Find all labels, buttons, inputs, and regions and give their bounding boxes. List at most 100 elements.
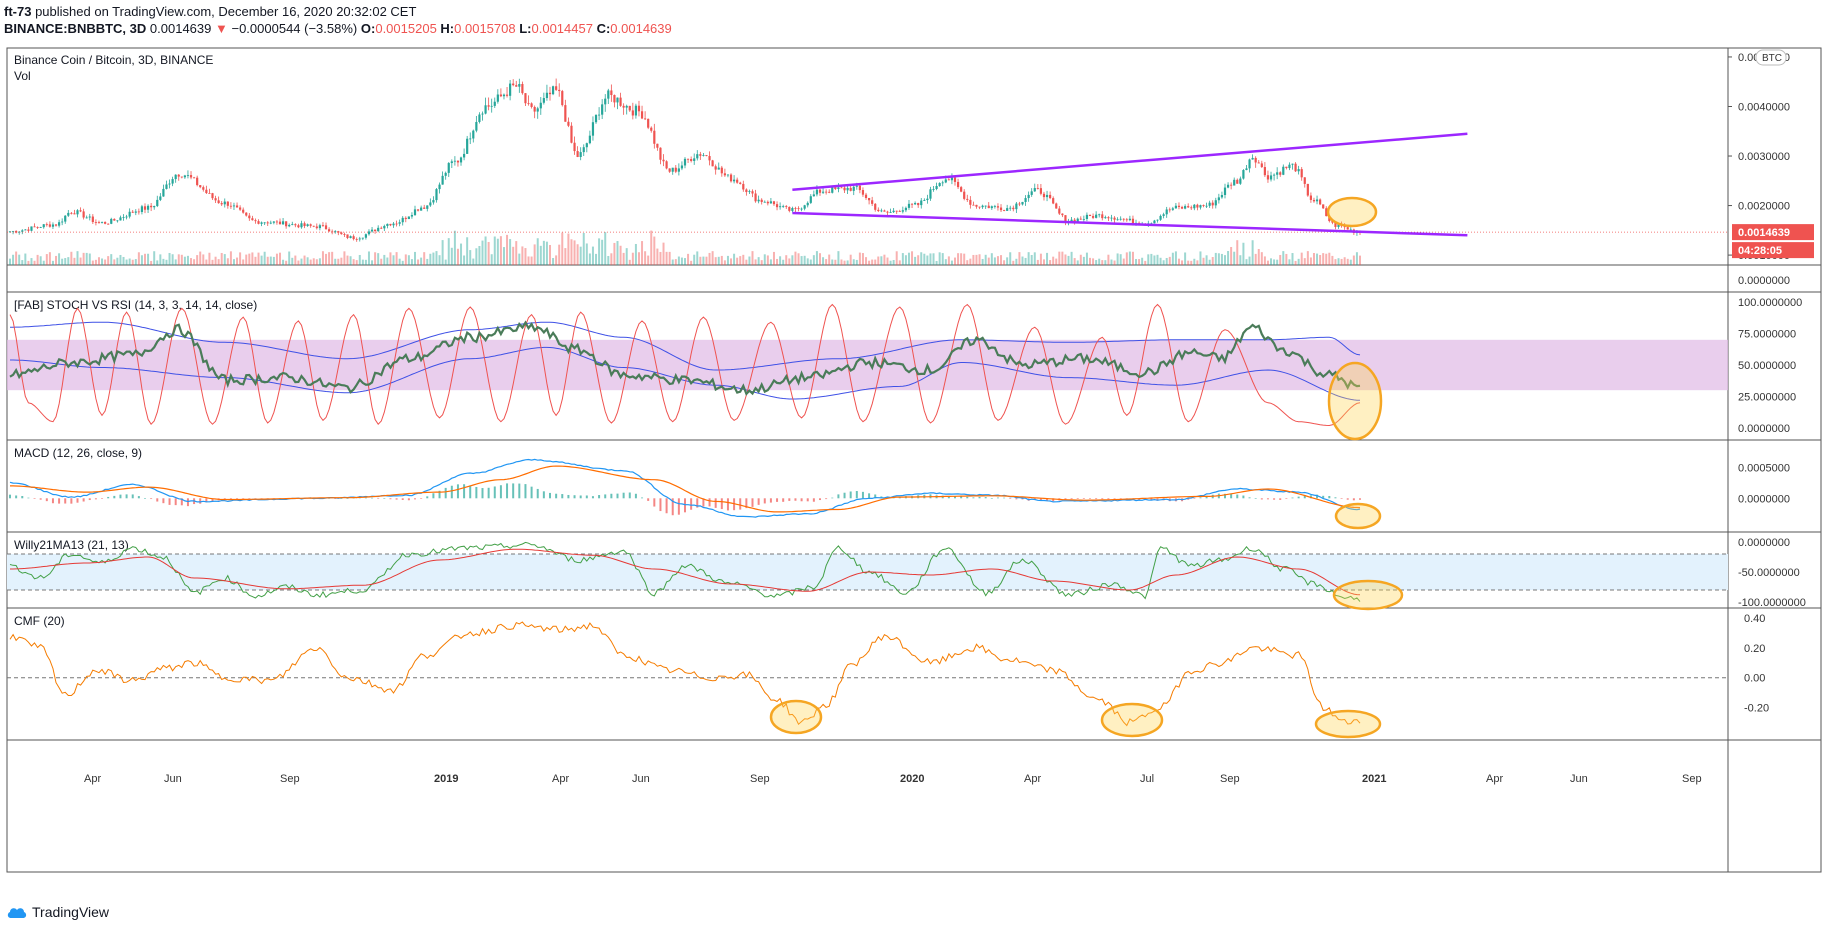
macd-histogram-bar xyxy=(364,497,367,499)
cmf-highlight-circle-2[interactable] xyxy=(1100,702,1164,738)
volume-bar xyxy=(441,240,444,265)
candle-body xyxy=(367,231,371,235)
macd-histogram-bar xyxy=(1076,498,1079,500)
candle-body xyxy=(668,168,671,172)
candle-body xyxy=(272,221,275,223)
macd-histogram-bar xyxy=(524,484,527,499)
macd-highlight-circle[interactable] xyxy=(1334,502,1382,530)
tradingview-logo[interactable]: TradingView xyxy=(6,904,109,920)
candle-body xyxy=(232,205,236,207)
macd-histogram-bar xyxy=(1156,498,1159,501)
candle-body xyxy=(441,175,444,185)
volume-bar xyxy=(104,259,107,265)
volume-bar xyxy=(282,259,285,265)
candle-body xyxy=(1337,224,1340,227)
macd-histogram-bar xyxy=(726,498,729,511)
volume-bar xyxy=(1260,252,1263,265)
stoch-highlight-circle[interactable] xyxy=(1327,361,1383,441)
candle-body xyxy=(521,83,524,94)
volume-bar xyxy=(239,252,242,265)
volume-bar xyxy=(585,243,588,265)
candle-body xyxy=(536,108,539,112)
volume-bar xyxy=(232,259,235,265)
volume-bar xyxy=(843,260,846,265)
candle-body xyxy=(297,225,300,228)
volume-bar xyxy=(438,255,441,265)
volume-bar xyxy=(1070,251,1073,265)
volume-bar xyxy=(1300,252,1303,265)
candle-body xyxy=(306,224,309,227)
volume-bar xyxy=(610,253,613,265)
candle-body xyxy=(843,187,846,191)
volume-bar xyxy=(1349,259,1352,265)
volume-bar xyxy=(1312,253,1315,265)
candle-body xyxy=(950,177,954,181)
candle-body xyxy=(416,209,420,211)
price-highlight-circle[interactable] xyxy=(1326,196,1378,228)
volume-bar xyxy=(27,260,30,265)
volume-bar xyxy=(708,252,711,265)
candle-body xyxy=(1012,207,1015,210)
trendline-lower[interactable] xyxy=(792,211,1468,237)
candle-body xyxy=(340,232,343,235)
macd-histogram-bar xyxy=(751,498,754,507)
last-price-box xyxy=(1732,224,1814,241)
candle-body xyxy=(926,198,929,201)
candle-body xyxy=(990,206,993,209)
volume-bar xyxy=(757,257,760,265)
cmf-highlight-circle-1[interactable] xyxy=(769,699,823,735)
macd-histogram-bar xyxy=(1199,497,1202,499)
candle-body xyxy=(303,223,306,227)
volume-bar xyxy=(355,260,358,265)
candle-body xyxy=(162,188,165,197)
candle-body xyxy=(226,201,229,206)
candle-body xyxy=(1282,166,1285,175)
candle-body xyxy=(545,92,549,99)
macd-histogram-bar xyxy=(972,497,975,499)
volume-bar xyxy=(530,256,533,265)
candle-body xyxy=(613,95,616,103)
candle-body xyxy=(1303,177,1306,184)
volume-bar xyxy=(564,248,567,265)
macd-histogram-bar xyxy=(1254,498,1257,499)
candle-body xyxy=(1036,188,1039,189)
candle-body xyxy=(150,205,153,208)
volume-bar xyxy=(456,248,459,265)
x-tick-label: 2019 xyxy=(434,773,458,785)
stoch-tick-label: 25.0000000 xyxy=(1738,392,1796,404)
cmf-highlight-circle-3[interactable] xyxy=(1314,709,1382,739)
macd-histogram-bar xyxy=(39,498,42,500)
macd-histogram-bar xyxy=(1150,498,1153,501)
volume-bar xyxy=(205,259,208,265)
macd-signal-line xyxy=(10,465,1361,513)
candle-body xyxy=(189,175,193,178)
candle-body xyxy=(1030,191,1033,195)
volume-bar xyxy=(601,239,604,265)
publisher-name[interactable]: ft-73 xyxy=(4,4,32,19)
willy-highlight-circle[interactable] xyxy=(1332,579,1404,611)
volume-bar xyxy=(935,260,938,265)
candle-body xyxy=(395,223,398,225)
candle-body xyxy=(205,189,208,194)
candle-body xyxy=(1257,162,1260,164)
volume-bar xyxy=(435,251,438,265)
candle-body xyxy=(904,207,908,211)
macd-histogram-bar xyxy=(684,498,686,513)
volume-bar xyxy=(162,258,165,265)
candle-body xyxy=(21,230,24,232)
candle-body xyxy=(1052,198,1055,204)
volume-bar xyxy=(858,252,861,265)
volume-bar xyxy=(518,253,521,265)
candle-body xyxy=(766,201,769,204)
volume-bar xyxy=(242,259,245,265)
chart-canvas[interactable]: 0.00500000.00400000.00300000.00200000.00… xyxy=(0,40,1828,900)
trendline-upper[interactable] xyxy=(792,132,1468,191)
currency-badge[interactable] xyxy=(1755,49,1787,66)
candle-body xyxy=(1180,206,1184,209)
volume-bar xyxy=(33,260,36,265)
macd-histogram-bar xyxy=(628,492,631,499)
volume-bar xyxy=(1067,255,1070,265)
macd-histogram-bar xyxy=(542,491,545,499)
volume-bar xyxy=(444,259,447,265)
candle-body xyxy=(898,211,901,212)
